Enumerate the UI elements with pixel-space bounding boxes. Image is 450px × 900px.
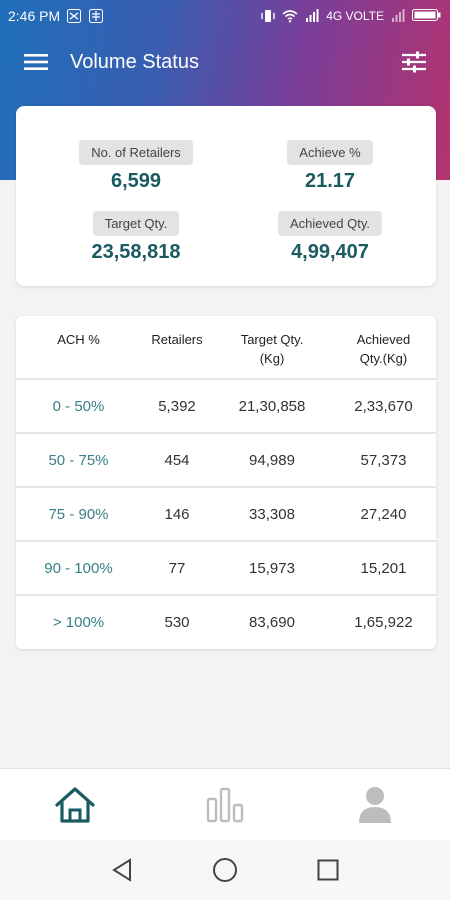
cell-range: 0 - 50% (52, 397, 105, 415)
status-bar: 2:46 PM 4G VOLTE (0, 0, 450, 32)
bar-chart-icon[interactable] (195, 780, 255, 830)
battery-icon (412, 8, 442, 25)
table-row[interactable]: 75 - 90% 146 33,308 27,240 (16, 486, 436, 540)
cell-target: 15,973 (249, 559, 295, 577)
bottom-navigation (0, 768, 450, 840)
profile-icon[interactable] (345, 780, 405, 830)
system-navigation-bar (0, 840, 450, 900)
metric-label: Target Qty. (92, 211, 180, 236)
summary-card: No. of Retailers 6,599 Achieve % 21.17 T… (16, 106, 436, 286)
table-row[interactable]: 90 - 100% 77 15,973 15,201 (16, 540, 436, 594)
metric-value: 6,599 (110, 170, 162, 192)
cell-range: 90 - 100% (44, 559, 113, 577)
wifi-icon (282, 8, 298, 24)
metric-achieved-qty: Achieved Qty. 4,99,407 (250, 211, 410, 264)
sliders-filter-icon[interactable] (400, 48, 428, 76)
cell-range: > 100% (52, 613, 105, 631)
home-circle-icon[interactable] (205, 850, 245, 890)
cell-target: 94,989 (249, 451, 295, 469)
status-time: 2:46 PM (8, 8, 61, 24)
metric-label: No. of Retailers (79, 140, 193, 165)
table-row[interactable]: 0 - 50% 5,392 21,30,858 2,33,670 (16, 378, 436, 432)
signal-icon (390, 8, 406, 24)
cell-range: 50 - 75% (48, 451, 109, 469)
header-ach-percent: ACH % (57, 332, 100, 347)
recents-icon[interactable] (308, 850, 348, 890)
app-notification-icon (66, 8, 82, 24)
metric-value: 23,58,818 (91, 241, 181, 263)
cell-retailers: 77 (168, 559, 186, 577)
cell-target: 21,30,858 (238, 397, 306, 415)
cell-achieved: 2,33,670 (354, 397, 413, 415)
header-target-qty: Target Qty. (Kg) (240, 332, 304, 366)
cell-retailers: 530 (164, 613, 190, 631)
cell-achieved: 15,201 (360, 559, 407, 577)
hamburger-menu-icon[interactable] (22, 48, 50, 76)
vibrate-icon (260, 8, 276, 24)
cell-range: 75 - 90% (48, 505, 109, 523)
metric-achieve-percent: Achieve % 21.17 (250, 140, 410, 193)
metric-target-qty: Target Qty. 23,58,818 (56, 211, 216, 264)
cell-retailers: 5,392 (158, 397, 196, 415)
cell-target: 83,690 (249, 613, 295, 631)
app-bar: Volume Status (0, 36, 450, 88)
table-row[interactable]: > 100% 530 83,690 1,65,922 (16, 594, 436, 648)
header-achieved-qty: Achieved Qty.(Kg) (356, 332, 411, 366)
metric-label: Achieve % (287, 140, 373, 165)
cell-achieved: 1,65,922 (354, 613, 413, 631)
cell-retailers: 454 (164, 451, 190, 469)
metric-retailers: No. of Retailers 6,599 (56, 140, 216, 193)
cell-achieved: 57,373 (360, 451, 407, 469)
network-label: 4G VOLTE (326, 9, 384, 23)
header-retailers: Retailers (151, 332, 203, 347)
cell-target: 33,308 (249, 505, 295, 523)
table-header: ACH % Retailers Target Qty. (Kg) Achieve… (16, 316, 436, 378)
metric-value: 21.17 (304, 170, 356, 192)
signal-icon (304, 8, 320, 24)
app-notification-icon (88, 8, 104, 24)
cell-achieved: 27,240 (360, 505, 407, 523)
page-title: Volume Status (70, 50, 199, 73)
cell-retailers: 146 (164, 505, 190, 523)
metric-label: Achieved Qty. (278, 211, 382, 236)
achievement-table: ACH % Retailers Target Qty. (Kg) Achieve… (16, 316, 436, 649)
home-icon[interactable] (45, 780, 105, 830)
metric-value: 4,99,407 (291, 241, 369, 263)
table-row[interactable]: 50 - 75% 454 94,989 57,373 (16, 432, 436, 486)
back-icon[interactable] (102, 850, 142, 890)
